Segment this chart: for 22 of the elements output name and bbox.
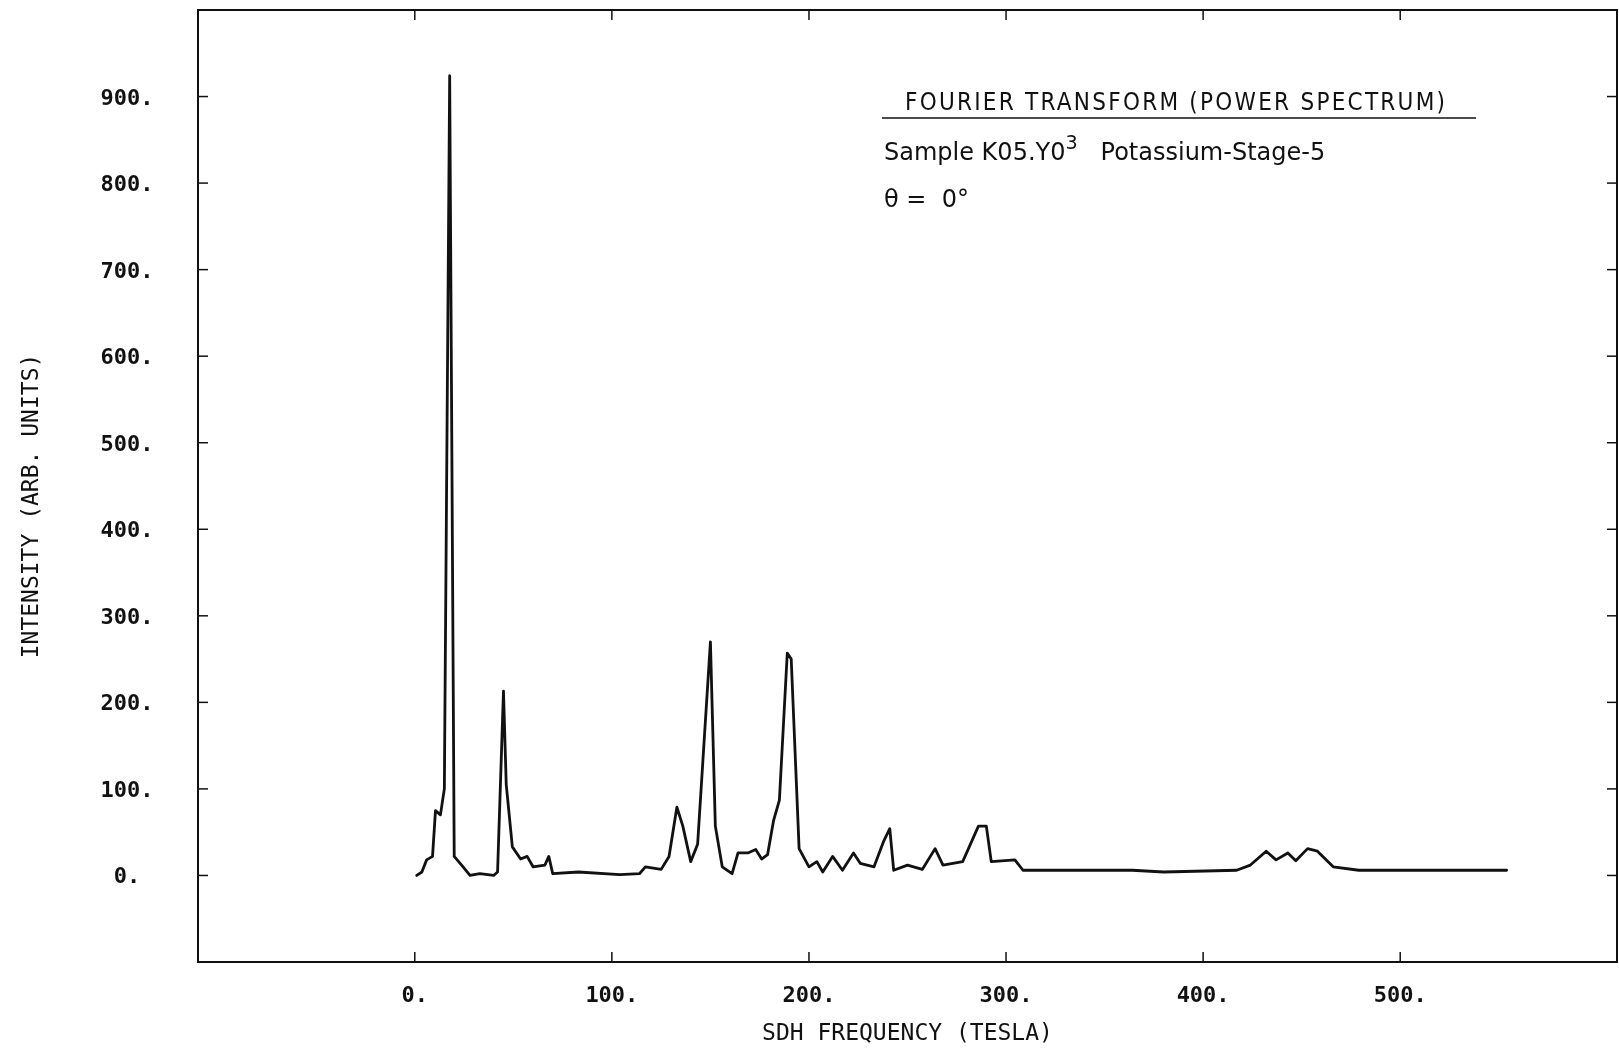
x-tick-label: 200.: [782, 982, 836, 1007]
text: FOURIER TRANSFORM (POWER SPECTRUM): [905, 88, 1445, 116]
y-axis-title: INTENSITY (ARB. UNITS): [17, 353, 43, 659]
x-tick-label: 500.: [1373, 982, 1427, 1007]
y-tick-label: 900.: [100, 84, 154, 110]
x-axis-title: SDH FREQUENCY (TESLA): [762, 1019, 1053, 1045]
y-tick-label: 200.: [100, 690, 154, 716]
y-tick-label: 600.: [100, 344, 154, 370]
x-tick-label: 300.: [979, 982, 1033, 1007]
y-tick-label: 800.: [100, 171, 154, 197]
y-tick-label: 0.: [113, 863, 141, 889]
x-tick-label: 0.: [401, 982, 429, 1007]
line-series: [415, 74, 1509, 877]
annotation: θ = 0°: [884, 185, 969, 213]
y-tick-label: 100.: [100, 776, 154, 802]
y-tick-label: 400.: [100, 517, 154, 543]
x-tick-label: 400.: [1176, 982, 1230, 1007]
annotation: Sample K05.Y0$^{3}$ Potassium-Stage-5: [884, 130, 1326, 166]
x-tick-label: 100.: [585, 982, 639, 1007]
y-tick-label: 500.: [100, 430, 154, 456]
y-tick-label: 700.: [100, 257, 154, 283]
y-tick-label: 300.: [100, 603, 154, 629]
